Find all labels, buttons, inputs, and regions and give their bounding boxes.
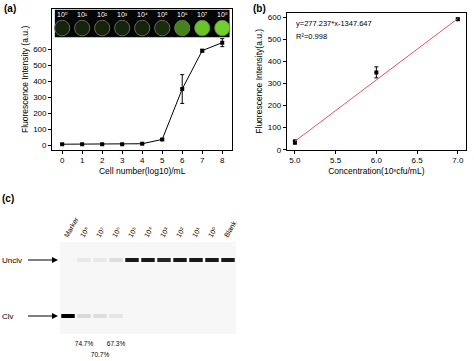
svg-text:Cell number(log10)/mL: Cell number(log10)/mL bbox=[99, 166, 186, 176]
svg-text:10²: 10² bbox=[175, 226, 186, 239]
svg-text:100: 100 bbox=[33, 125, 47, 134]
svg-text:10⁶: 10⁶ bbox=[177, 11, 188, 18]
svg-text:0: 0 bbox=[277, 146, 282, 155]
svg-text:200: 200 bbox=[268, 101, 282, 110]
svg-text:600: 600 bbox=[268, 13, 282, 22]
svg-text:3: 3 bbox=[120, 156, 125, 165]
svg-text:10⁸: 10⁸ bbox=[79, 226, 90, 239]
svg-text:300: 300 bbox=[268, 79, 282, 88]
svg-text:Blank: Blank bbox=[223, 219, 238, 238]
svg-text:10⁶: 10⁶ bbox=[111, 226, 122, 239]
svg-text:300: 300 bbox=[33, 93, 47, 102]
svg-text:y=277.237*x-1347.647: y=277.237*x-1347.647 bbox=[296, 19, 372, 28]
svg-text:1: 1 bbox=[80, 156, 85, 165]
svg-text:2: 2 bbox=[100, 156, 105, 165]
svg-text:10³: 10³ bbox=[159, 226, 170, 239]
svg-text:5.5: 5.5 bbox=[330, 156, 342, 165]
svg-text:Unclv: Unclv bbox=[2, 256, 22, 265]
svg-text:R²=0.998: R²=0.998 bbox=[296, 32, 327, 41]
svg-text:70.7%: 70.7% bbox=[91, 351, 110, 358]
svg-text:10⁴: 10⁴ bbox=[143, 226, 154, 239]
svg-text:Concentration(10ˣcfu/mL): Concentration(10ˣcfu/mL) bbox=[328, 166, 425, 176]
svg-text:Fluorescence Intensity(a.u.): Fluorescence Intensity(a.u.) bbox=[254, 29, 264, 134]
svg-text:Clv: Clv bbox=[2, 312, 14, 321]
svg-text:Marker: Marker bbox=[63, 216, 80, 239]
svg-text:0: 0 bbox=[60, 156, 65, 165]
svg-text:500: 500 bbox=[33, 61, 47, 70]
svg-text:(a): (a) bbox=[4, 3, 16, 14]
svg-text:5.0: 5.0 bbox=[289, 156, 301, 165]
svg-text:7: 7 bbox=[200, 156, 205, 165]
svg-text:10⁷: 10⁷ bbox=[197, 11, 208, 18]
svg-text:400: 400 bbox=[33, 77, 47, 86]
svg-text:500: 500 bbox=[268, 35, 282, 44]
svg-text:10⁵: 10⁵ bbox=[127, 226, 138, 239]
svg-text:6: 6 bbox=[180, 156, 185, 165]
svg-text:10⁷: 10⁷ bbox=[95, 226, 106, 239]
svg-text:74.7%: 74.7% bbox=[75, 340, 94, 347]
svg-text:10¹: 10¹ bbox=[77, 11, 88, 18]
svg-text:7.0: 7.0 bbox=[452, 156, 464, 165]
svg-text:10⁰: 10⁰ bbox=[207, 226, 218, 239]
svg-text:10⁴: 10⁴ bbox=[137, 11, 148, 18]
svg-text:10⁸: 10⁸ bbox=[217, 11, 228, 18]
svg-text:400: 400 bbox=[268, 57, 282, 66]
svg-text:(b): (b) bbox=[253, 3, 266, 14]
svg-text:10²: 10² bbox=[97, 11, 108, 18]
svg-text:5: 5 bbox=[160, 156, 165, 165]
svg-text:10⁰: 10⁰ bbox=[57, 11, 68, 18]
svg-text:100: 100 bbox=[268, 123, 282, 132]
svg-text:200: 200 bbox=[33, 109, 47, 118]
svg-text:600: 600 bbox=[33, 45, 47, 54]
svg-text:6.5: 6.5 bbox=[412, 156, 424, 165]
svg-text:0: 0 bbox=[42, 141, 47, 150]
svg-text:(c): (c) bbox=[2, 193, 14, 204]
svg-text:4: 4 bbox=[140, 156, 145, 165]
svg-text:67.3%: 67.3% bbox=[107, 340, 126, 347]
svg-text:Fluorescence Intensity (a.u.): Fluorescence Intensity (a.u.) bbox=[20, 26, 30, 133]
svg-text:8: 8 bbox=[220, 156, 225, 165]
svg-text:6.0: 6.0 bbox=[371, 156, 383, 165]
svg-text:10³: 10³ bbox=[117, 11, 128, 18]
svg-text:10¹: 10¹ bbox=[191, 226, 202, 239]
svg-text:10⁵: 10⁵ bbox=[157, 11, 168, 18]
